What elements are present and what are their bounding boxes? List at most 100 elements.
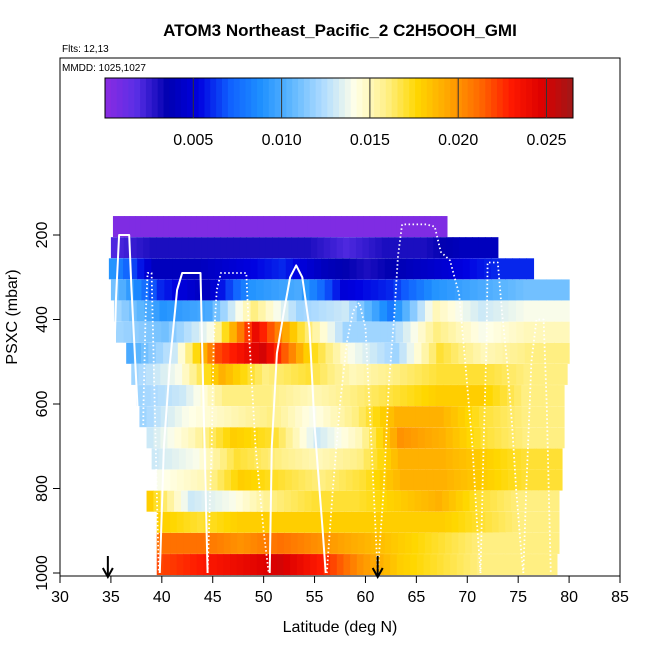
y-tick-label: 600 [34,391,51,418]
heatmap-cell [404,448,413,470]
heatmap-cell [443,406,452,428]
heatmap-cell [410,427,419,449]
heatmap-cell [500,279,509,301]
heatmap-cell [349,237,357,259]
heatmap-cell [387,321,396,343]
colorbar-swatch [233,78,241,118]
heatmap-cell [327,363,336,385]
heatmap-cell [424,511,433,533]
heatmap-cell [487,469,496,491]
heatmap-cell [479,406,487,428]
heatmap-cell [123,237,131,259]
heatmap-cell [264,258,273,280]
colorbar-swatch [286,78,293,118]
heatmap-cell [530,554,538,576]
heatmap-cell [279,216,287,238]
heatmap-cell [538,532,547,554]
colorbar-swatch [280,78,287,118]
heatmap-cell [402,321,412,343]
heatmap-cell [211,363,220,385]
heatmap-cell [190,532,198,554]
heatmap-cell [318,216,326,238]
heatmap-cell [190,554,198,576]
heatmap-cell [556,406,565,428]
heatmap-cell [396,216,403,238]
heatmap-cell [301,279,311,301]
heatmap-cell [240,363,249,385]
heatmap-cell [392,363,401,385]
heatmap-cell [553,279,563,301]
heatmap-cell [251,342,260,364]
heatmap-cell [157,385,166,407]
heatmap-cell [526,258,535,280]
heatmap-cell [492,385,501,407]
heatmap-cell [138,363,147,385]
heatmap-cell [498,532,506,554]
heatmap-cell [296,554,305,576]
heatmap-cell [448,490,457,512]
heatmap-cell [516,321,525,343]
heatmap-cell [313,427,322,449]
heatmap-cell [451,532,459,554]
heatmap-cell [525,511,533,533]
heatmap-cell [259,237,267,259]
colorbar-swatch [298,78,305,118]
heatmap-cell [135,216,142,238]
heatmap-cell [369,342,378,364]
heatmap-cell [418,532,426,554]
heatmap-cell [258,469,266,491]
heatmap-cell [215,490,223,512]
heatmap-cell [447,300,456,322]
heatmap-cell [337,532,346,554]
heatmap-cell [305,363,314,385]
heatmap-cell [156,237,164,259]
colorbar-swatch [122,78,129,118]
heatmap-cell [370,279,379,301]
heatmap-cell [479,448,488,470]
heatmap-cell [503,554,511,576]
heatmap-cell [408,406,416,428]
heatmap-cell [448,258,457,280]
heatmap-cell [356,554,365,576]
heatmap-cell [384,511,392,533]
heatmap-cell [538,363,546,385]
heatmap-cell [133,342,142,364]
heatmap-cell [218,216,225,238]
heatmap-cell [534,469,543,491]
heatmap-cell [438,427,447,449]
heatmap-cell [318,300,327,322]
heatmap-cell [180,490,189,512]
heatmap-cell [407,216,415,238]
heatmap-cell [229,321,238,343]
heatmap-cell [286,385,294,407]
heatmap-cell [455,321,464,343]
heatmap-cell [497,490,505,512]
y-tick-label: 200 [34,222,51,249]
colorbar-swatch [491,78,498,118]
heatmap-cell [394,237,402,259]
heatmap-cell [493,406,501,428]
heatmap-cell [445,427,454,449]
heatmap-cell [553,321,563,343]
heatmap-cell [493,448,502,470]
heatmap-cell [478,511,486,533]
heatmap-cell [473,342,482,364]
flight-track-line [268,264,327,574]
heatmap-cell [452,427,461,449]
heatmap-cell [494,363,503,385]
heatmap-cell [330,406,339,428]
heatmap-cell [304,511,312,533]
heatmap-cell [291,469,300,491]
colorbar-tick-label: 0.025 [526,132,566,149]
heatmap-cell [370,448,378,470]
down-arrow-icon [371,556,384,580]
heatmap-cell [334,427,342,449]
heatmap-cell [229,216,236,238]
heatmap-cell [220,237,228,259]
heatmap-cell [561,300,570,322]
heatmap-cell [414,385,423,407]
heatmap-cell [278,385,287,407]
colorbar-swatch [198,78,205,118]
heatmap-cell [449,385,458,407]
heatmap-cell [516,554,525,576]
